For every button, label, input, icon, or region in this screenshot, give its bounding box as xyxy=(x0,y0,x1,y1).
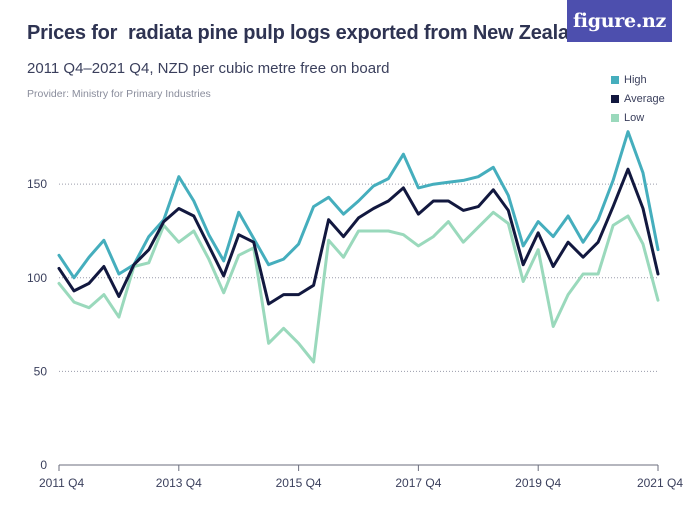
legend-label-average: Average xyxy=(624,92,665,105)
chart-subtitle: 2011 Q4–2021 Q4, NZD per cubic metre fre… xyxy=(27,60,390,77)
legend-label-low: Low xyxy=(624,111,645,124)
legend-item-high: High xyxy=(611,70,665,89)
figure-nz-logo[interactable]: figure.nz xyxy=(567,0,672,42)
data-provider: Provider: Ministry for Primary Industrie… xyxy=(27,88,211,100)
chart-legend: High Average Low xyxy=(611,70,665,127)
y-tick-label-100: 100 xyxy=(27,271,47,285)
x-tick-label-2: 2015 Q4 xyxy=(276,476,322,490)
x-tick-label-3: 2017 Q4 xyxy=(395,476,441,490)
series-line-high xyxy=(57,130,660,280)
y-tick-label-0: 0 xyxy=(40,458,47,472)
legend-label-high: High xyxy=(624,73,647,86)
grid-layer xyxy=(59,183,658,466)
legend-swatch-low xyxy=(611,113,619,122)
x-tick-label-0: 2011 Q4 xyxy=(39,476,84,490)
y-tick-label-150: 150 xyxy=(27,177,47,191)
x-tick-label-4: 2019 Q4 xyxy=(515,476,561,490)
legend-item-low: Low xyxy=(611,108,665,127)
series-layer xyxy=(57,130,660,364)
series-line-low xyxy=(57,210,660,364)
tick-layer: 0 50 100 150 2011 Q4 2013 Q4 2015 Q4 2017 Q4 201… xyxy=(27,177,683,490)
series-line-average xyxy=(57,167,660,306)
legend-swatch-average xyxy=(611,94,619,103)
x-tick-label-1: 2013 Q4 xyxy=(156,476,202,490)
y-tick-label-50: 50 xyxy=(34,364,48,378)
x-tick-label-5: 2021 Q4 xyxy=(637,476,683,490)
legend-swatch-high xyxy=(611,75,619,84)
legend-item-average: Average xyxy=(611,89,665,108)
